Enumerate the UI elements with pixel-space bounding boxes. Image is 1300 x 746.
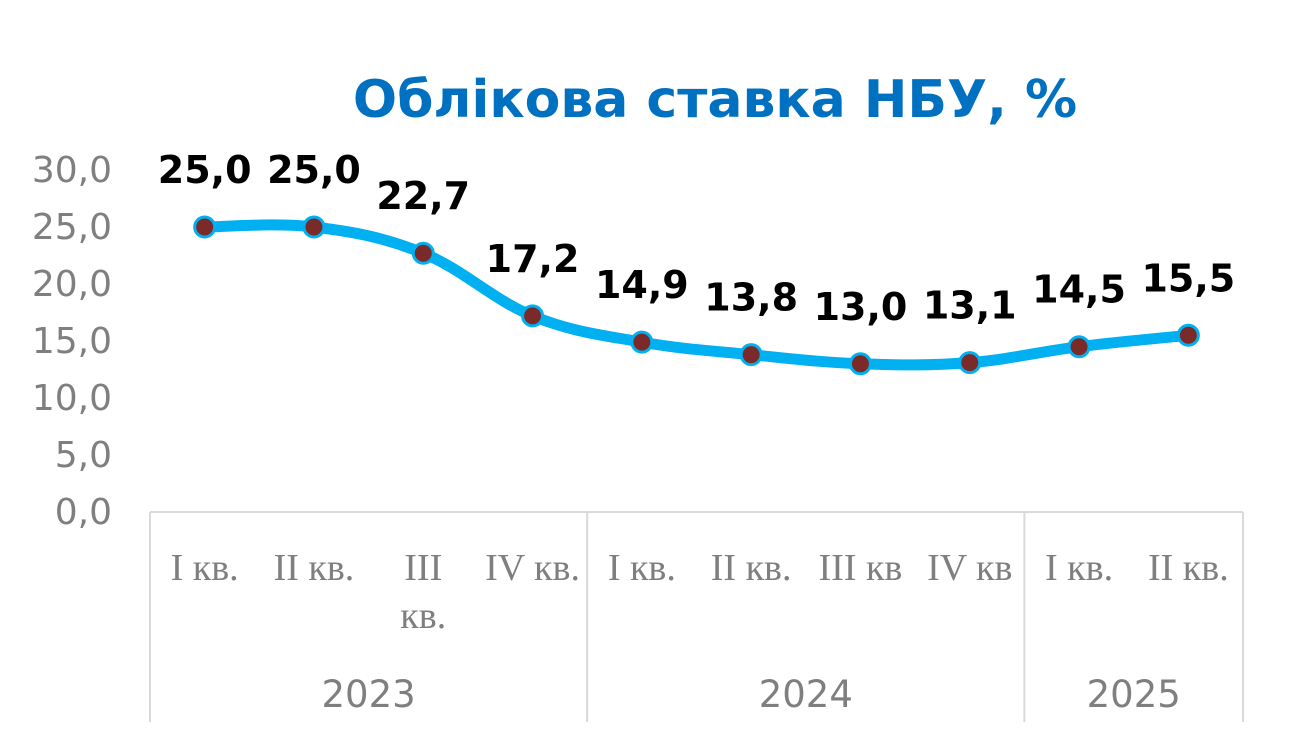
chart-title: Облікова ставка НБУ, % [353,70,1077,130]
y-tick-label: 30,0 [32,150,112,191]
axes: 0,0 5,0 10,0 15,0 20,0 25,0 30,0 I кв. II кв. III… [32,150,1244,722]
y-tick-label: 10,0 [32,378,112,419]
data-label: 13,1 [923,284,1017,328]
x-group-label: 2025 [1087,673,1181,716]
data-point [521,304,545,328]
data-label: 13,0 [814,285,908,329]
data-label: 13,8 [704,276,798,320]
data-labels-group: 25,0 25,0 22,7 17,2 14,9 13,8 13,0 13,1 14,5 15,5 [158,148,1235,329]
data-point [630,330,654,354]
data-point [193,215,217,239]
data-label: 17,2 [486,237,580,281]
x-tick-label: I кв. [171,547,239,589]
data-point [1176,323,1200,347]
data-point [302,215,326,239]
x-tick-label: II кв. [274,547,355,589]
series-line-group [193,215,1200,376]
data-point [411,241,435,265]
x-tick-label: III [404,547,442,589]
data-label: 25,0 [267,148,361,192]
y-tick-label: 20,0 [32,264,112,305]
x-tick-label: IV кв [927,547,1012,589]
data-point [848,352,872,376]
x-group-label: 2024 [759,673,853,716]
y-tick-label: 15,0 [32,321,112,362]
data-label: 25,0 [158,148,252,192]
x-tick-label: III кв [819,547,903,589]
y-tick-label: 0,0 [55,492,112,533]
data-label: 15,5 [1141,256,1235,300]
x-tick-label: II кв. [711,547,792,589]
data-point [1067,335,1091,359]
data-label: 14,5 [1032,268,1126,312]
series-line [199,219,1194,371]
data-point [739,343,763,367]
data-point [958,351,982,375]
x-group-label: 2023 [322,673,416,716]
x-tick-label: IV кв. [485,547,580,589]
y-tick-label: 25,0 [32,207,112,248]
y-tick-label: 5,0 [55,435,112,476]
x-tick-label: II кв. [1148,547,1229,589]
x-tick-label: I кв. [608,547,676,589]
data-label: 14,9 [595,263,689,307]
x-tick-label: I кв. [1045,547,1113,589]
data-label: 22,7 [376,174,470,218]
x-tick-label: кв. [400,595,446,637]
